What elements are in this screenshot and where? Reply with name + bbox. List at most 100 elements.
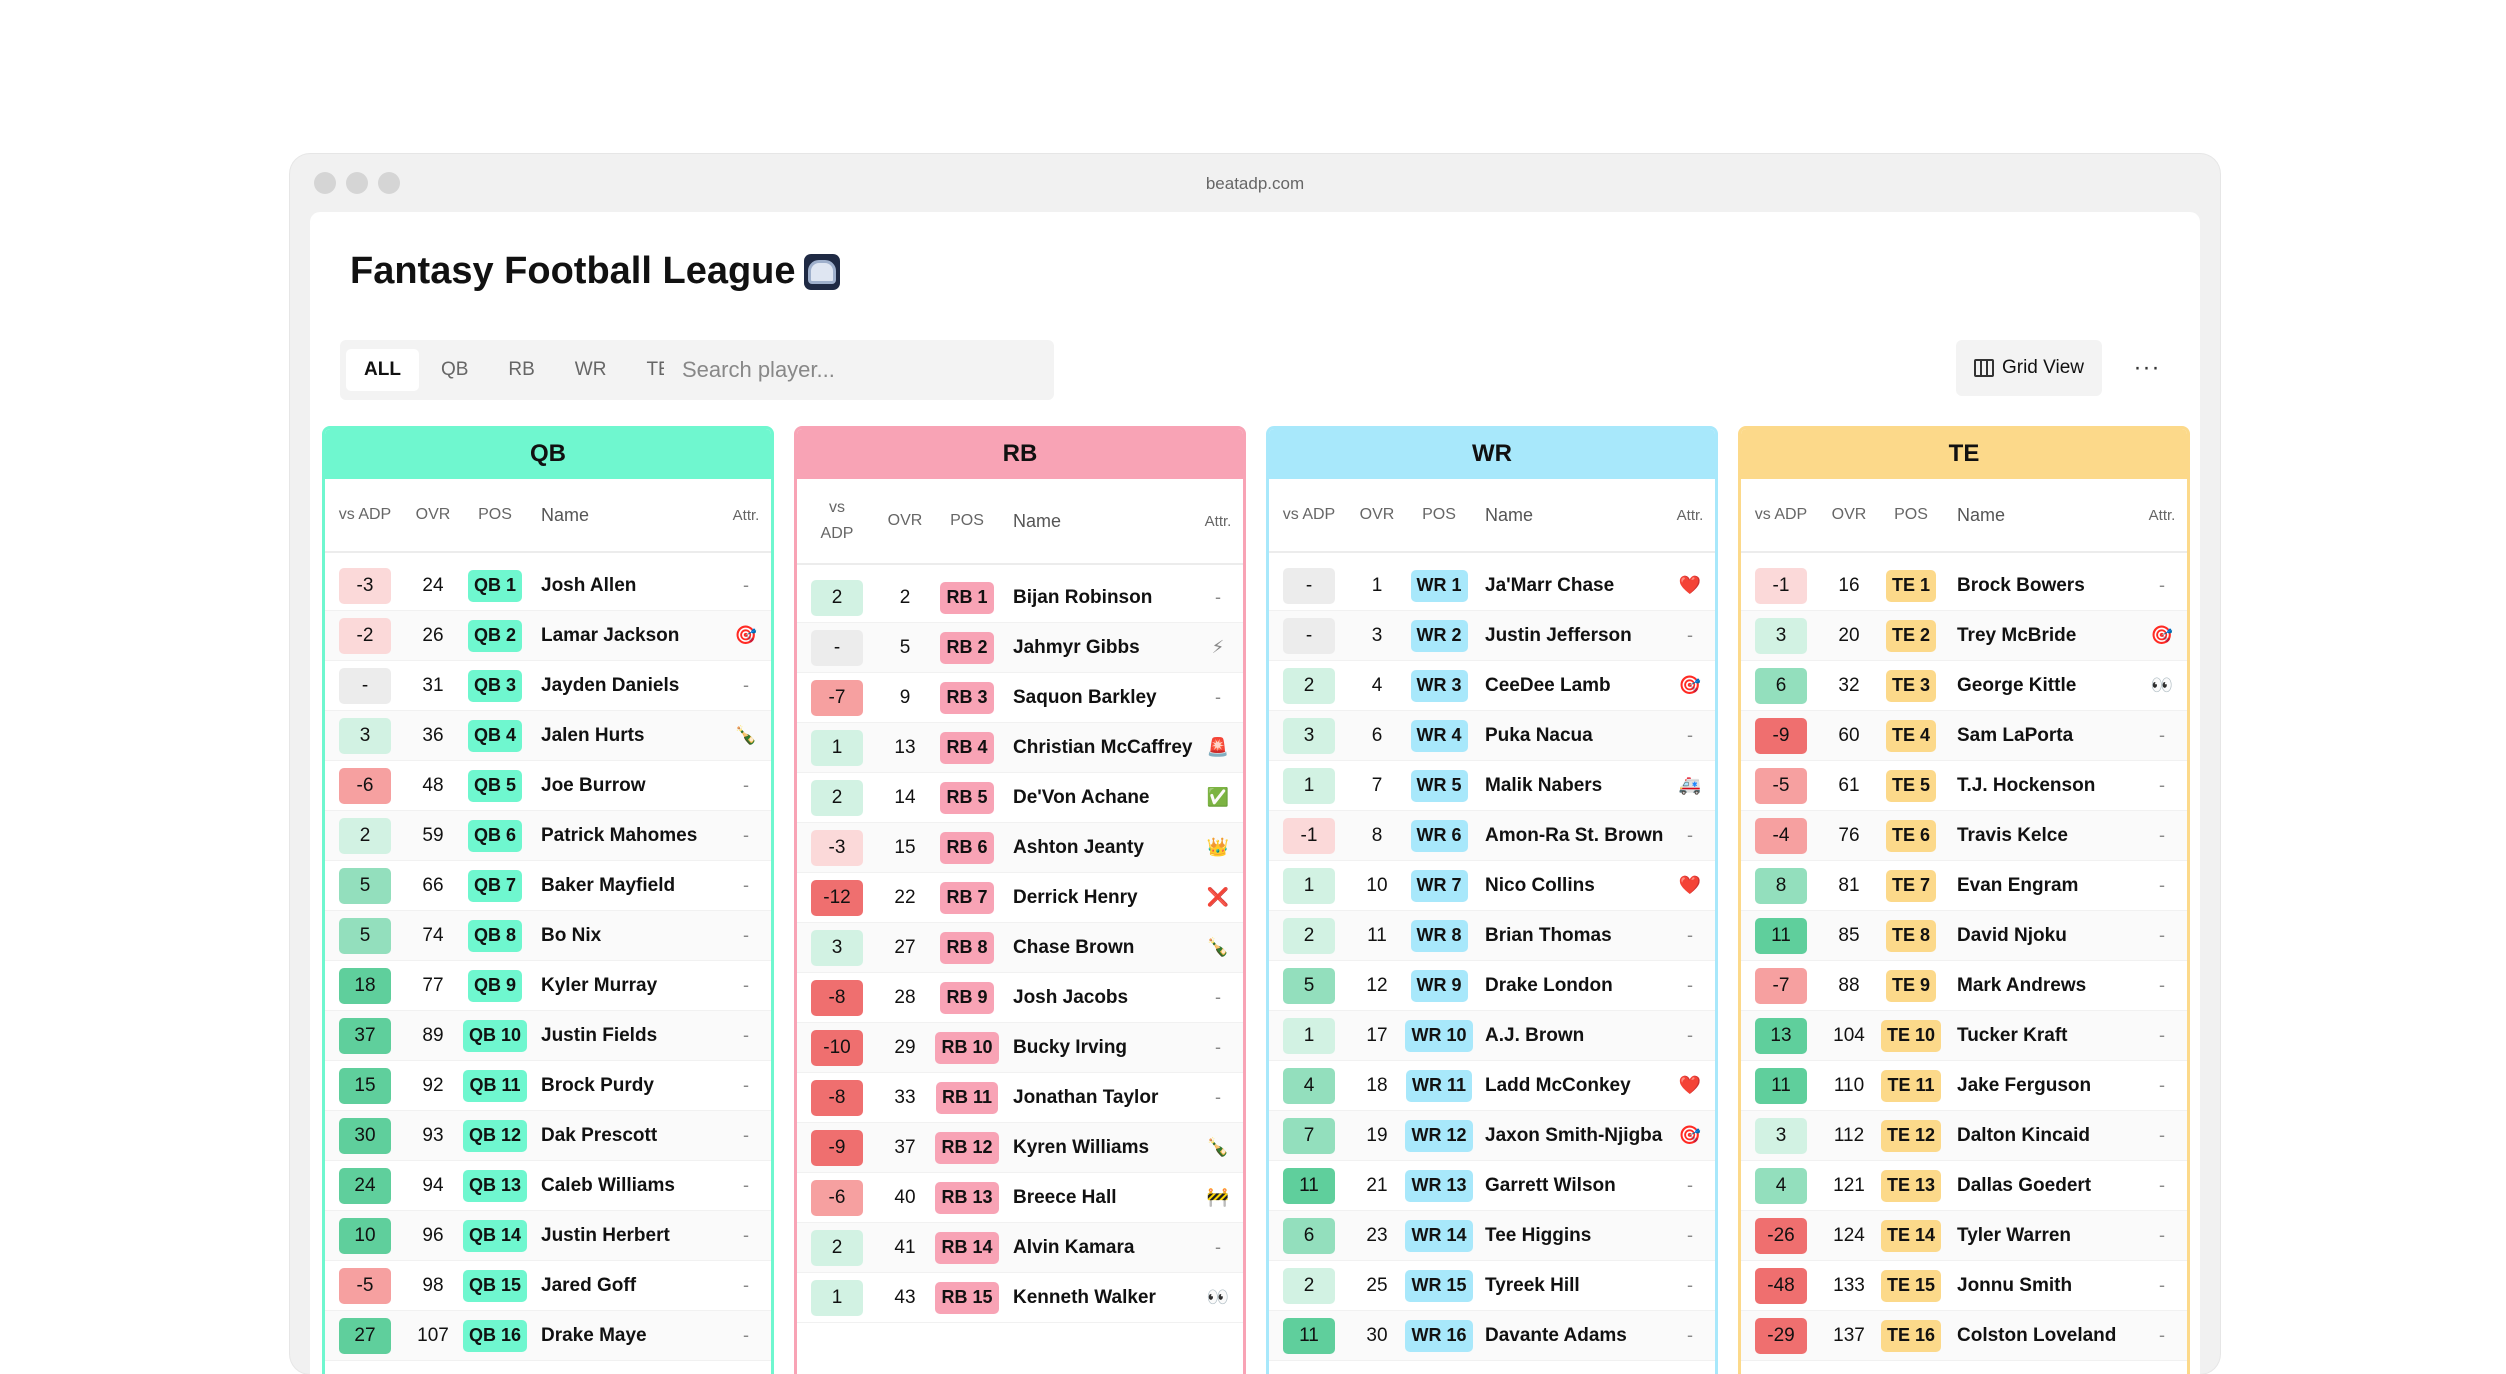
player-row[interactable]: 2 59 QB 6 Patrick Mahomes - — [325, 811, 771, 861]
header-name[interactable]: Name — [541, 504, 590, 525]
player-name[interactable]: Drake Maye — [541, 1324, 647, 1346]
player-row[interactable]: -5 61 TE 5 T.J. Hockenson - — [1741, 761, 2187, 811]
player-row[interactable]: 2 41 RB 14 Alvin Kamara - — [797, 1223, 1243, 1273]
header-ovr[interactable]: OVR — [887, 512, 923, 529]
player-row[interactable]: 2 4 WR 3 CeeDee Lamb 🎯 — [1269, 661, 1715, 711]
player-row[interactable]: -3 15 RB 6 Ashton Jeanty 👑 — [797, 823, 1243, 873]
player-name[interactable]: Sam LaPorta — [1957, 724, 2074, 746]
player-name[interactable]: Alvin Kamara — [1013, 1236, 1135, 1258]
player-name[interactable]: Dallas Goedert — [1957, 1174, 2092, 1196]
player-row[interactable]: 1 17 WR 10 A.J. Brown - — [1269, 1011, 1715, 1061]
close-window-button[interactable] — [314, 172, 336, 194]
player-name[interactable]: Kyler Murray — [541, 974, 658, 996]
filter-tab-qb[interactable]: QB — [440, 359, 469, 380]
player-name[interactable]: Jalen Hurts — [541, 724, 645, 746]
player-name[interactable]: Brian Thomas — [1485, 924, 1612, 946]
player-row[interactable]: 2 25 WR 15 Tyreek Hill - — [1269, 1261, 1715, 1311]
player-row[interactable]: 3 36 QB 4 Jalen Hurts 🍾 — [325, 711, 771, 761]
player-name[interactable]: Tucker Kraft — [1957, 1024, 2068, 1046]
player-name[interactable]: Dalton Kincaid — [1957, 1124, 2091, 1146]
header-vs-adp[interactable]: vs ADP — [338, 506, 392, 523]
player-name[interactable]: Jared Goff — [541, 1274, 637, 1296]
player-row[interactable]: 11 85 TE 8 David Njoku - — [1741, 911, 2187, 961]
player-row[interactable]: 1 13 RB 4 Christian McCaffrey 🚨 — [797, 723, 1243, 773]
player-row[interactable]: -1 8 WR 6 Amon-Ra St. Brown - — [1269, 811, 1715, 861]
player-name[interactable]: Drake London — [1485, 974, 1613, 996]
player-row[interactable]: 2 11 WR 8 Brian Thomas - — [1269, 911, 1715, 961]
player-row[interactable]: -29 137 TE 16 Colston Loveland - — [1741, 1311, 2187, 1361]
header-name[interactable]: Name — [1013, 510, 1062, 531]
player-row[interactable]: 1 7 WR 5 Malik Nabers 🚑 — [1269, 761, 1715, 811]
player-row[interactable]: 2 14 RB 5 De'Von Achane ✅ — [797, 773, 1243, 823]
player-row[interactable]: 5 66 QB 7 Baker Mayfield - — [325, 861, 771, 911]
player-name[interactable]: Trey McBride — [1957, 624, 2077, 646]
player-name[interactable]: Ashton Jeanty — [1013, 836, 1144, 858]
player-name[interactable]: Colston Loveland — [1957, 1324, 2117, 1346]
player-name[interactable]: George Kittle — [1957, 674, 2077, 696]
player-name[interactable]: Jonathan Taylor — [1013, 1086, 1159, 1108]
player-row[interactable]: -7 88 TE 9 Mark Andrews - — [1741, 961, 2187, 1011]
player-row[interactable]: 13 104 TE 10 Tucker Kraft - — [1741, 1011, 2187, 1061]
player-row[interactable]: 6 32 TE 3 George Kittle 👀 — [1741, 661, 2187, 711]
player-row[interactable]: 18 77 QB 9 Kyler Murray - — [325, 961, 771, 1011]
player-row[interactable]: -5 98 QB 15 Jared Goff - — [325, 1261, 771, 1311]
player-row[interactable]: 3 112 TE 12 Dalton Kincaid - — [1741, 1111, 2187, 1161]
player-name[interactable]: Josh Allen — [541, 574, 637, 596]
header-pos[interactable]: POS — [478, 506, 512, 523]
player-name[interactable]: Jayden Daniels — [541, 674, 680, 696]
player-name[interactable]: Jahmyr Gibbs — [1013, 636, 1140, 658]
player-row[interactable]: 5 12 WR 9 Drake London - — [1269, 961, 1715, 1011]
player-row[interactable]: -9 37 RB 12 Kyren Williams 🍾 — [797, 1123, 1243, 1173]
player-name[interactable]: CeeDee Lamb — [1485, 674, 1611, 696]
player-name[interactable]: Bijan Robinson — [1013, 586, 1153, 608]
header-attr[interactable]: Attr. — [732, 506, 760, 524]
player-name[interactable]: A.J. Brown — [1485, 1024, 1585, 1046]
player-name[interactable]: Jaxon Smith-Njigba — [1485, 1124, 1663, 1146]
more-options-button[interactable]: ··· — [2133, 354, 2161, 381]
player-name[interactable]: Travis Kelce — [1957, 824, 2068, 846]
header-attr[interactable]: Attr. — [2148, 506, 2176, 524]
player-name[interactable]: Brock Purdy — [541, 1074, 654, 1096]
player-row[interactable]: -12 22 RB 7 Derrick Henry ❌ — [797, 873, 1243, 923]
player-name[interactable]: David Njoku — [1957, 924, 2067, 946]
player-name[interactable]: Justin Jefferson — [1485, 624, 1632, 646]
player-name[interactable]: Justin Herbert — [541, 1224, 670, 1246]
player-row[interactable]: -1 16 TE 1 Brock Bowers - — [1741, 561, 2187, 611]
player-name[interactable]: Dak Prescott — [541, 1124, 658, 1146]
player-row[interactable]: -9 60 TE 4 Sam LaPorta - — [1741, 711, 2187, 761]
player-row[interactable]: 1 43 RB 15 Kenneth Walker 👀 — [797, 1273, 1243, 1323]
player-name[interactable]: Kyren Williams — [1013, 1136, 1150, 1158]
player-name[interactable]: Joe Burrow — [541, 774, 646, 796]
player-name[interactable]: De'Von Achane — [1013, 786, 1150, 808]
player-row[interactable]: -26 124 TE 14 Tyler Warren - — [1741, 1211, 2187, 1261]
player-name[interactable]: Puka Nacua — [1485, 724, 1593, 746]
player-name[interactable]: Derrick Henry — [1013, 886, 1138, 908]
player-row[interactable]: - 5 RB 2 Jahmyr Gibbs ⚡ — [797, 623, 1243, 673]
player-row[interactable]: -48 133 TE 15 Jonnu Smith - — [1741, 1261, 2187, 1311]
minimize-window-button[interactable] — [346, 172, 368, 194]
player-row[interactable]: 4 18 WR 11 Ladd McConkey ❤️ — [1269, 1061, 1715, 1111]
player-name[interactable]: Tyler Warren — [1957, 1224, 2072, 1246]
player-row[interactable]: 24 94 QB 13 Caleb Williams - — [325, 1161, 771, 1211]
header-ovr[interactable]: OVR — [1831, 506, 1867, 523]
player-name[interactable]: Caleb Williams — [541, 1174, 675, 1196]
player-name[interactable]: Kenneth Walker — [1013, 1286, 1156, 1308]
player-name[interactable]: Saquon Barkley — [1013, 686, 1157, 708]
header-vs-adp[interactable]: vs ADP — [797, 495, 877, 547]
player-row[interactable]: 3 20 TE 2 Trey McBride 🎯 — [1741, 611, 2187, 661]
player-row[interactable]: -10 29 RB 10 Bucky Irving - — [797, 1023, 1243, 1073]
player-row[interactable]: 1 10 WR 7 Nico Collins ❤️ — [1269, 861, 1715, 911]
header-vs-adp[interactable]: vs ADP — [1754, 506, 1808, 523]
player-row[interactable]: 3 6 WR 4 Puka Nacua - — [1269, 711, 1715, 761]
player-row[interactable]: - 3 WR 2 Justin Jefferson - — [1269, 611, 1715, 661]
header-ovr[interactable]: OVR — [415, 506, 451, 523]
filter-tab-wr[interactable]: WR — [574, 359, 607, 380]
player-name[interactable]: Jake Ferguson — [1957, 1074, 2092, 1096]
player-name[interactable]: Bo Nix — [541, 924, 602, 946]
player-row[interactable]: -4 76 TE 6 Travis Kelce - — [1741, 811, 2187, 861]
player-name[interactable]: Patrick Mahomes — [541, 824, 698, 846]
filter-tab-all[interactable]: ALL — [346, 349, 419, 391]
player-name[interactable]: Baker Mayfield — [541, 874, 676, 896]
filter-tab-rb[interactable]: RB — [508, 359, 535, 380]
player-name[interactable]: Malik Nabers — [1485, 774, 1603, 796]
